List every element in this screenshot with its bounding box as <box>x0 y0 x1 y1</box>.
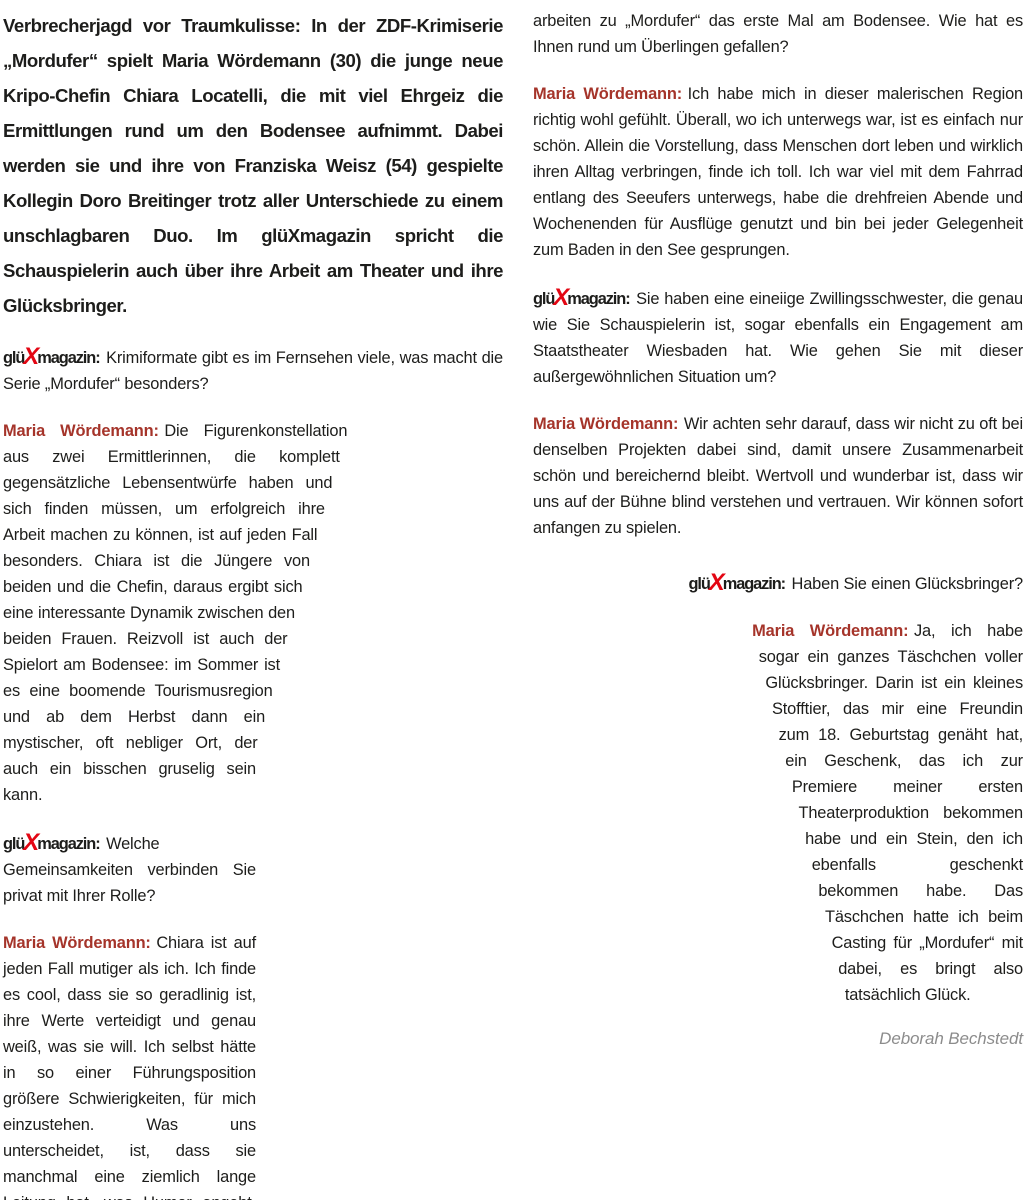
logo-text-glu: glü <box>533 290 555 308</box>
question-4-text: Sie haben eine eineiige Zwillingsschwest… <box>533 290 1023 386</box>
question-colon: : <box>95 349 101 367</box>
logo-text-magazin: magazin <box>722 575 782 593</box>
logo-x-icon: X <box>23 343 40 370</box>
answer-2-text: Chiara ist auf jeden Fall mutiger als ic… <box>3 934 256 1200</box>
question-1-text: Krimiformate gibt es im Fernsehen viele,… <box>3 349 503 393</box>
photo-cutout-spacer <box>256 604 503 1200</box>
logo-text-glu: glü <box>3 835 25 853</box>
logo-text-magazin: magazin <box>37 349 96 367</box>
answer-5-text: Ja, ich habe sogar ein ganzes Täschchen … <box>758 622 1023 1004</box>
answer-1-text: Die Figurenkonstellation aus zwei Ermitt… <box>3 422 348 804</box>
question-5: glüXmagazin: Haben Sie einen Glücksbringe… <box>533 569 1023 597</box>
question-2: glüXmagazin: Welche Gemeinsamkeiten verbi… <box>3 829 503 909</box>
answer-3: Maria Wördemann: Ich habe mich in dieser … <box>533 81 1023 263</box>
answer-3-text: Ich habe mich in dieser malerischen Regi… <box>533 85 1023 259</box>
right-column: arbeiten zu „Mordufer“ das erste Mal am … <box>533 8 1023 1200</box>
right-wrap-zone: Maria Wördemann: Ja, ich habe sogar ein g… <box>533 618 1023 1049</box>
intro-paragraph: Verbrecherjagd vor Traumkulisse: In der … <box>3 15 503 316</box>
answer-2: Maria Wördemann: Chiara ist auf jeden Fal… <box>3 930 503 1200</box>
logo-x-icon: X <box>553 284 570 311</box>
left-wrap-zone: Maria Wördemann: Die Figurenkonstellation… <box>3 418 503 1200</box>
left-column: Verbrecherjagd vor Traumkulisse: In der … <box>3 8 503 1200</box>
logo-text-glu: glü <box>3 349 25 367</box>
logo-text-magazin: magazin <box>567 290 626 308</box>
speaker-name: Maria Wördemann: <box>533 415 679 433</box>
answer-1: Maria Wördemann: Die Figurenkonstellation… <box>3 418 503 808</box>
speaker-name: Maria Wördemann: <box>533 85 683 103</box>
gluxmagazin-logo: glüXmagazin <box>3 344 96 370</box>
gluxmagazin-logo: glüXmagazin <box>688 570 782 596</box>
answer-4: Maria Wördemann: Wir achten sehr darauf, … <box>533 411 1023 541</box>
answer-4-text: Wir achten sehr darauf, dass wir nicht z… <box>533 415 1023 537</box>
gluxmagazin-logo: glüXmagazin <box>3 830 96 856</box>
speaker-name: Maria Wördemann: <box>3 934 151 952</box>
question-3-text-part2: arbeiten zu „Mordufer“ das erste Mal am … <box>533 12 1023 56</box>
logo-x-icon: X <box>708 569 725 596</box>
speaker-name: Maria Wördemann: <box>752 622 909 640</box>
logo-text-glu: glü <box>688 575 710 593</box>
question-1: glüXmagazin: Krimiformate gibt es im Fern… <box>3 343 503 397</box>
logo-x-icon: X <box>23 829 40 856</box>
gluxmagazin-logo: glüXmagazin <box>533 285 626 311</box>
question-colon: : <box>780 575 786 593</box>
question-colon: : <box>95 835 101 853</box>
author-byline: Deborah Bechstedt <box>879 1029 1023 1048</box>
speaker-name: Maria Wördemann: <box>3 422 159 440</box>
question-4: glüXmagazin: Sie haben eine eineiige Zwil… <box>533 284 1023 390</box>
question-5-text: Haben Sie einen Glücksbringer? <box>791 575 1024 593</box>
two-column-layout: Verbrecherjagd vor Traumkulisse: In der … <box>3 8 1023 1200</box>
question-2-text: Welche Gemeinsamkeiten verbinden Sie pri… <box>3 835 256 905</box>
answer-5: Maria Wördemann: Ja, ich habe sogar ein g… <box>533 618 1023 1008</box>
question-colon: : <box>625 290 631 308</box>
logo-text-magazin: magazin <box>37 835 96 853</box>
question-3-part2: arbeiten zu „Mordufer“ das erste Mal am … <box>533 8 1023 60</box>
